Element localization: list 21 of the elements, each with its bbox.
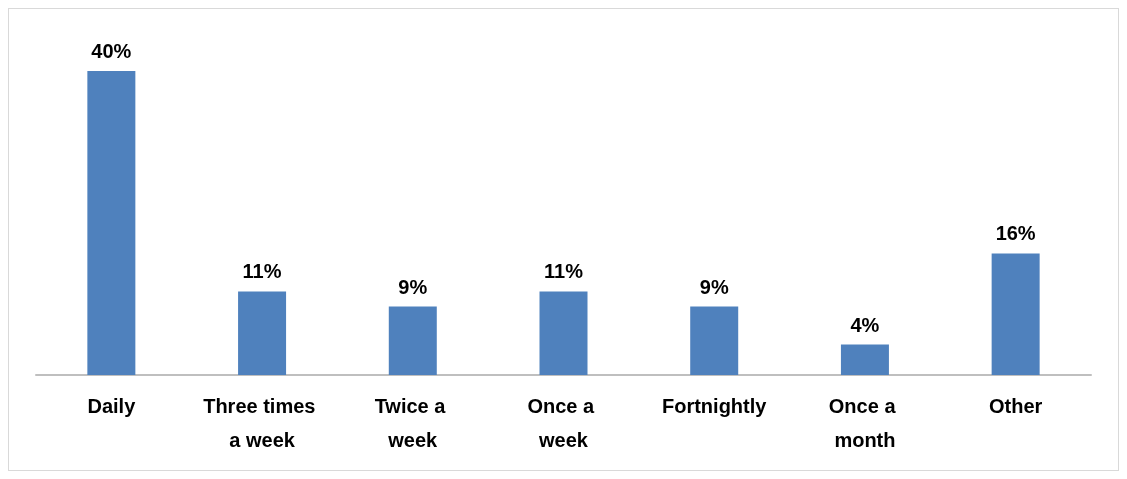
data-label: 9%	[699, 275, 729, 298]
data-label: 11%	[544, 260, 584, 283]
bar	[991, 253, 1040, 375]
data-label: 4%	[850, 313, 880, 336]
bar	[388, 306, 437, 375]
bar	[238, 291, 287, 375]
data-label: 40%	[91, 40, 132, 62]
bar	[840, 344, 889, 375]
bar	[539, 291, 588, 375]
x-tick-label: Twice a week	[374, 395, 451, 451]
data-label: 9%	[398, 275, 428, 298]
bar	[690, 306, 739, 375]
x-tick-label: Other	[988, 395, 1043, 417]
x-tick-label: Three times a week	[203, 395, 321, 451]
x-tick-label: Once a month	[828, 395, 902, 451]
bar	[87, 71, 136, 375]
x-tick-label: Fortnightly	[662, 395, 768, 417]
x-tick-label: Daily	[87, 395, 137, 417]
x-tick-label: Once a week	[527, 395, 600, 451]
data-label: 16%	[995, 222, 1036, 245]
data-label: 11%	[242, 260, 282, 283]
